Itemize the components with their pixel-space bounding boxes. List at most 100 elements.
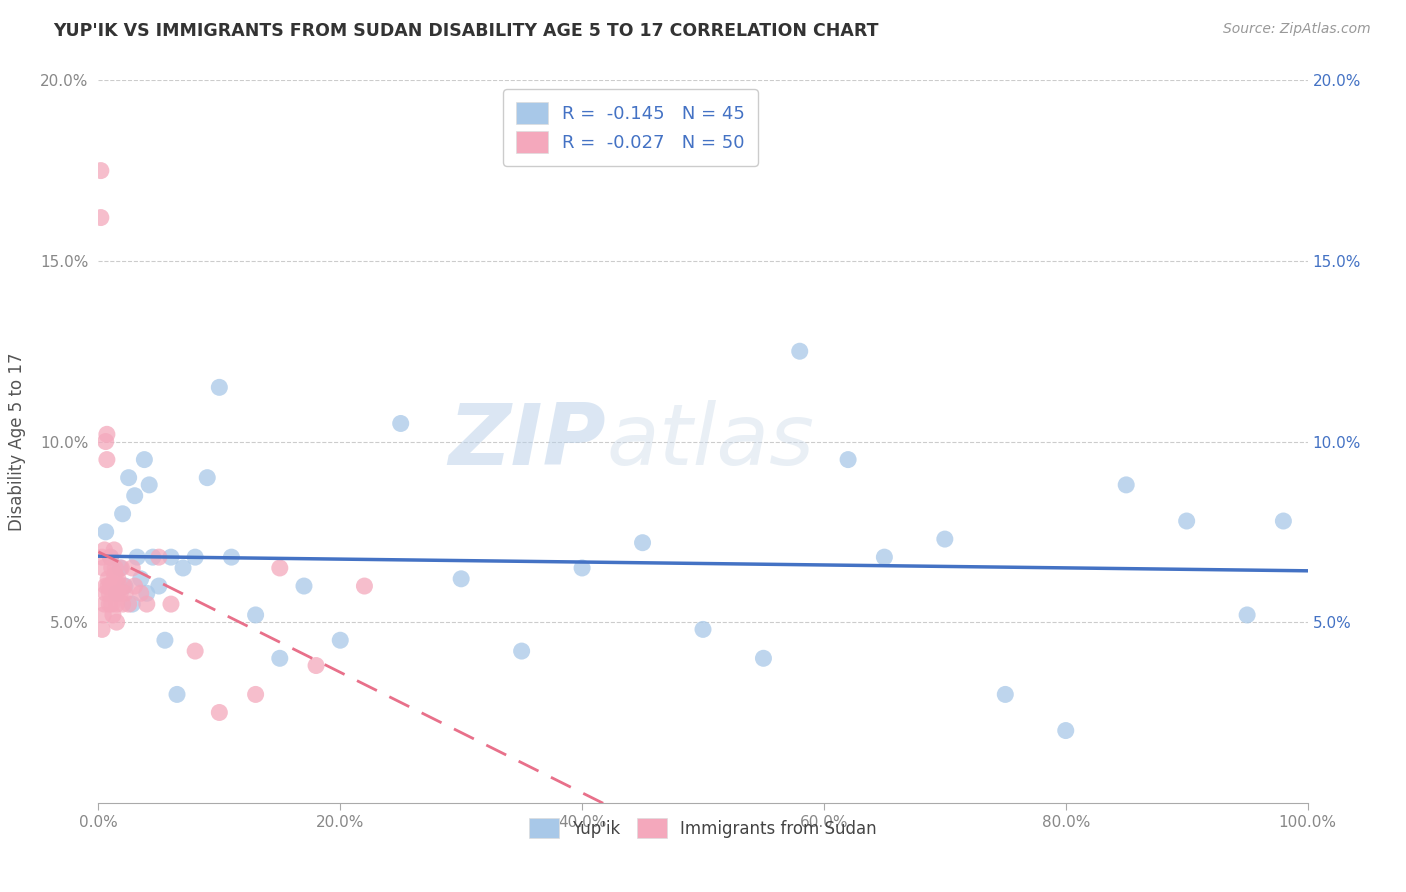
Point xyxy=(269,651,291,665)
Point xyxy=(91,561,114,575)
Point xyxy=(353,579,375,593)
Point xyxy=(450,572,472,586)
Point xyxy=(107,572,129,586)
Point xyxy=(160,550,183,565)
Point xyxy=(118,471,141,485)
Point xyxy=(104,561,127,575)
Point xyxy=(510,644,533,658)
Point xyxy=(195,471,218,485)
Point xyxy=(114,586,136,600)
Point xyxy=(148,550,170,565)
Point xyxy=(789,344,811,359)
Point xyxy=(91,550,114,565)
Point xyxy=(305,658,328,673)
Point xyxy=(112,579,135,593)
Point xyxy=(96,427,118,442)
Point xyxy=(103,542,125,557)
Point xyxy=(108,586,131,600)
Point xyxy=(245,687,267,701)
Legend: Yup'ik, Immigrants from Sudan: Yup'ik, Immigrants from Sudan xyxy=(522,812,884,845)
Point xyxy=(94,434,117,449)
Point xyxy=(934,532,956,546)
Text: atlas: atlas xyxy=(606,400,814,483)
Point xyxy=(111,507,134,521)
Point xyxy=(105,615,128,630)
Text: ZIP: ZIP xyxy=(449,400,606,483)
Point xyxy=(93,542,115,557)
Point xyxy=(110,561,132,575)
Point xyxy=(245,607,267,622)
Point xyxy=(97,579,120,593)
Point xyxy=(96,452,118,467)
Point xyxy=(752,651,775,665)
Point xyxy=(166,687,188,701)
Point xyxy=(129,586,152,600)
Point xyxy=(105,597,128,611)
Point xyxy=(90,163,112,178)
Point xyxy=(221,550,243,565)
Point xyxy=(94,586,117,600)
Point xyxy=(208,706,231,720)
Point xyxy=(111,597,134,611)
Point xyxy=(329,633,352,648)
Point xyxy=(389,417,412,431)
Point xyxy=(153,633,176,648)
Point xyxy=(148,579,170,593)
Point xyxy=(94,524,117,539)
Point xyxy=(1236,607,1258,622)
Point xyxy=(91,623,114,637)
Point xyxy=(98,597,121,611)
Point xyxy=(135,586,157,600)
Point xyxy=(105,586,128,600)
Point xyxy=(107,586,129,600)
Point xyxy=(91,607,114,622)
Point xyxy=(90,211,112,225)
Point xyxy=(135,597,157,611)
Point xyxy=(100,561,122,575)
Point xyxy=(692,623,714,637)
Point xyxy=(118,597,141,611)
Point xyxy=(184,644,207,658)
Text: Source: ZipAtlas.com: Source: ZipAtlas.com xyxy=(1223,22,1371,37)
Point xyxy=(269,561,291,575)
Point xyxy=(134,452,156,467)
Point xyxy=(292,579,315,593)
Point xyxy=(1115,478,1137,492)
Point xyxy=(101,607,124,622)
Y-axis label: Disability Age 5 to 17: Disability Age 5 to 17 xyxy=(8,352,27,531)
Point xyxy=(98,586,121,600)
Point xyxy=(631,535,654,549)
Point xyxy=(121,597,143,611)
Point xyxy=(100,550,122,565)
Point xyxy=(97,572,120,586)
Text: YUP'IK VS IMMIGRANTS FROM SUDAN DISABILITY AGE 5 TO 17 CORRELATION CHART: YUP'IK VS IMMIGRANTS FROM SUDAN DISABILI… xyxy=(53,22,879,40)
Point xyxy=(93,597,115,611)
Point xyxy=(837,452,859,467)
Point xyxy=(100,597,122,611)
Point xyxy=(129,572,152,586)
Point xyxy=(142,550,165,565)
Point xyxy=(873,550,896,565)
Point xyxy=(124,579,146,593)
Point xyxy=(571,561,593,575)
Point xyxy=(1054,723,1077,738)
Point xyxy=(1175,514,1198,528)
Point xyxy=(127,550,149,565)
Point xyxy=(124,489,146,503)
Point xyxy=(138,478,160,492)
Point xyxy=(994,687,1017,701)
Point xyxy=(1272,514,1295,528)
Point xyxy=(108,561,131,575)
Point xyxy=(160,597,183,611)
Point xyxy=(208,380,231,394)
Point xyxy=(103,572,125,586)
Point xyxy=(121,561,143,575)
Point xyxy=(184,550,207,565)
Point xyxy=(172,561,194,575)
Point xyxy=(100,550,122,565)
Point xyxy=(100,579,122,593)
Point xyxy=(101,586,124,600)
Point xyxy=(94,579,117,593)
Point xyxy=(104,568,127,582)
Point xyxy=(108,579,131,593)
